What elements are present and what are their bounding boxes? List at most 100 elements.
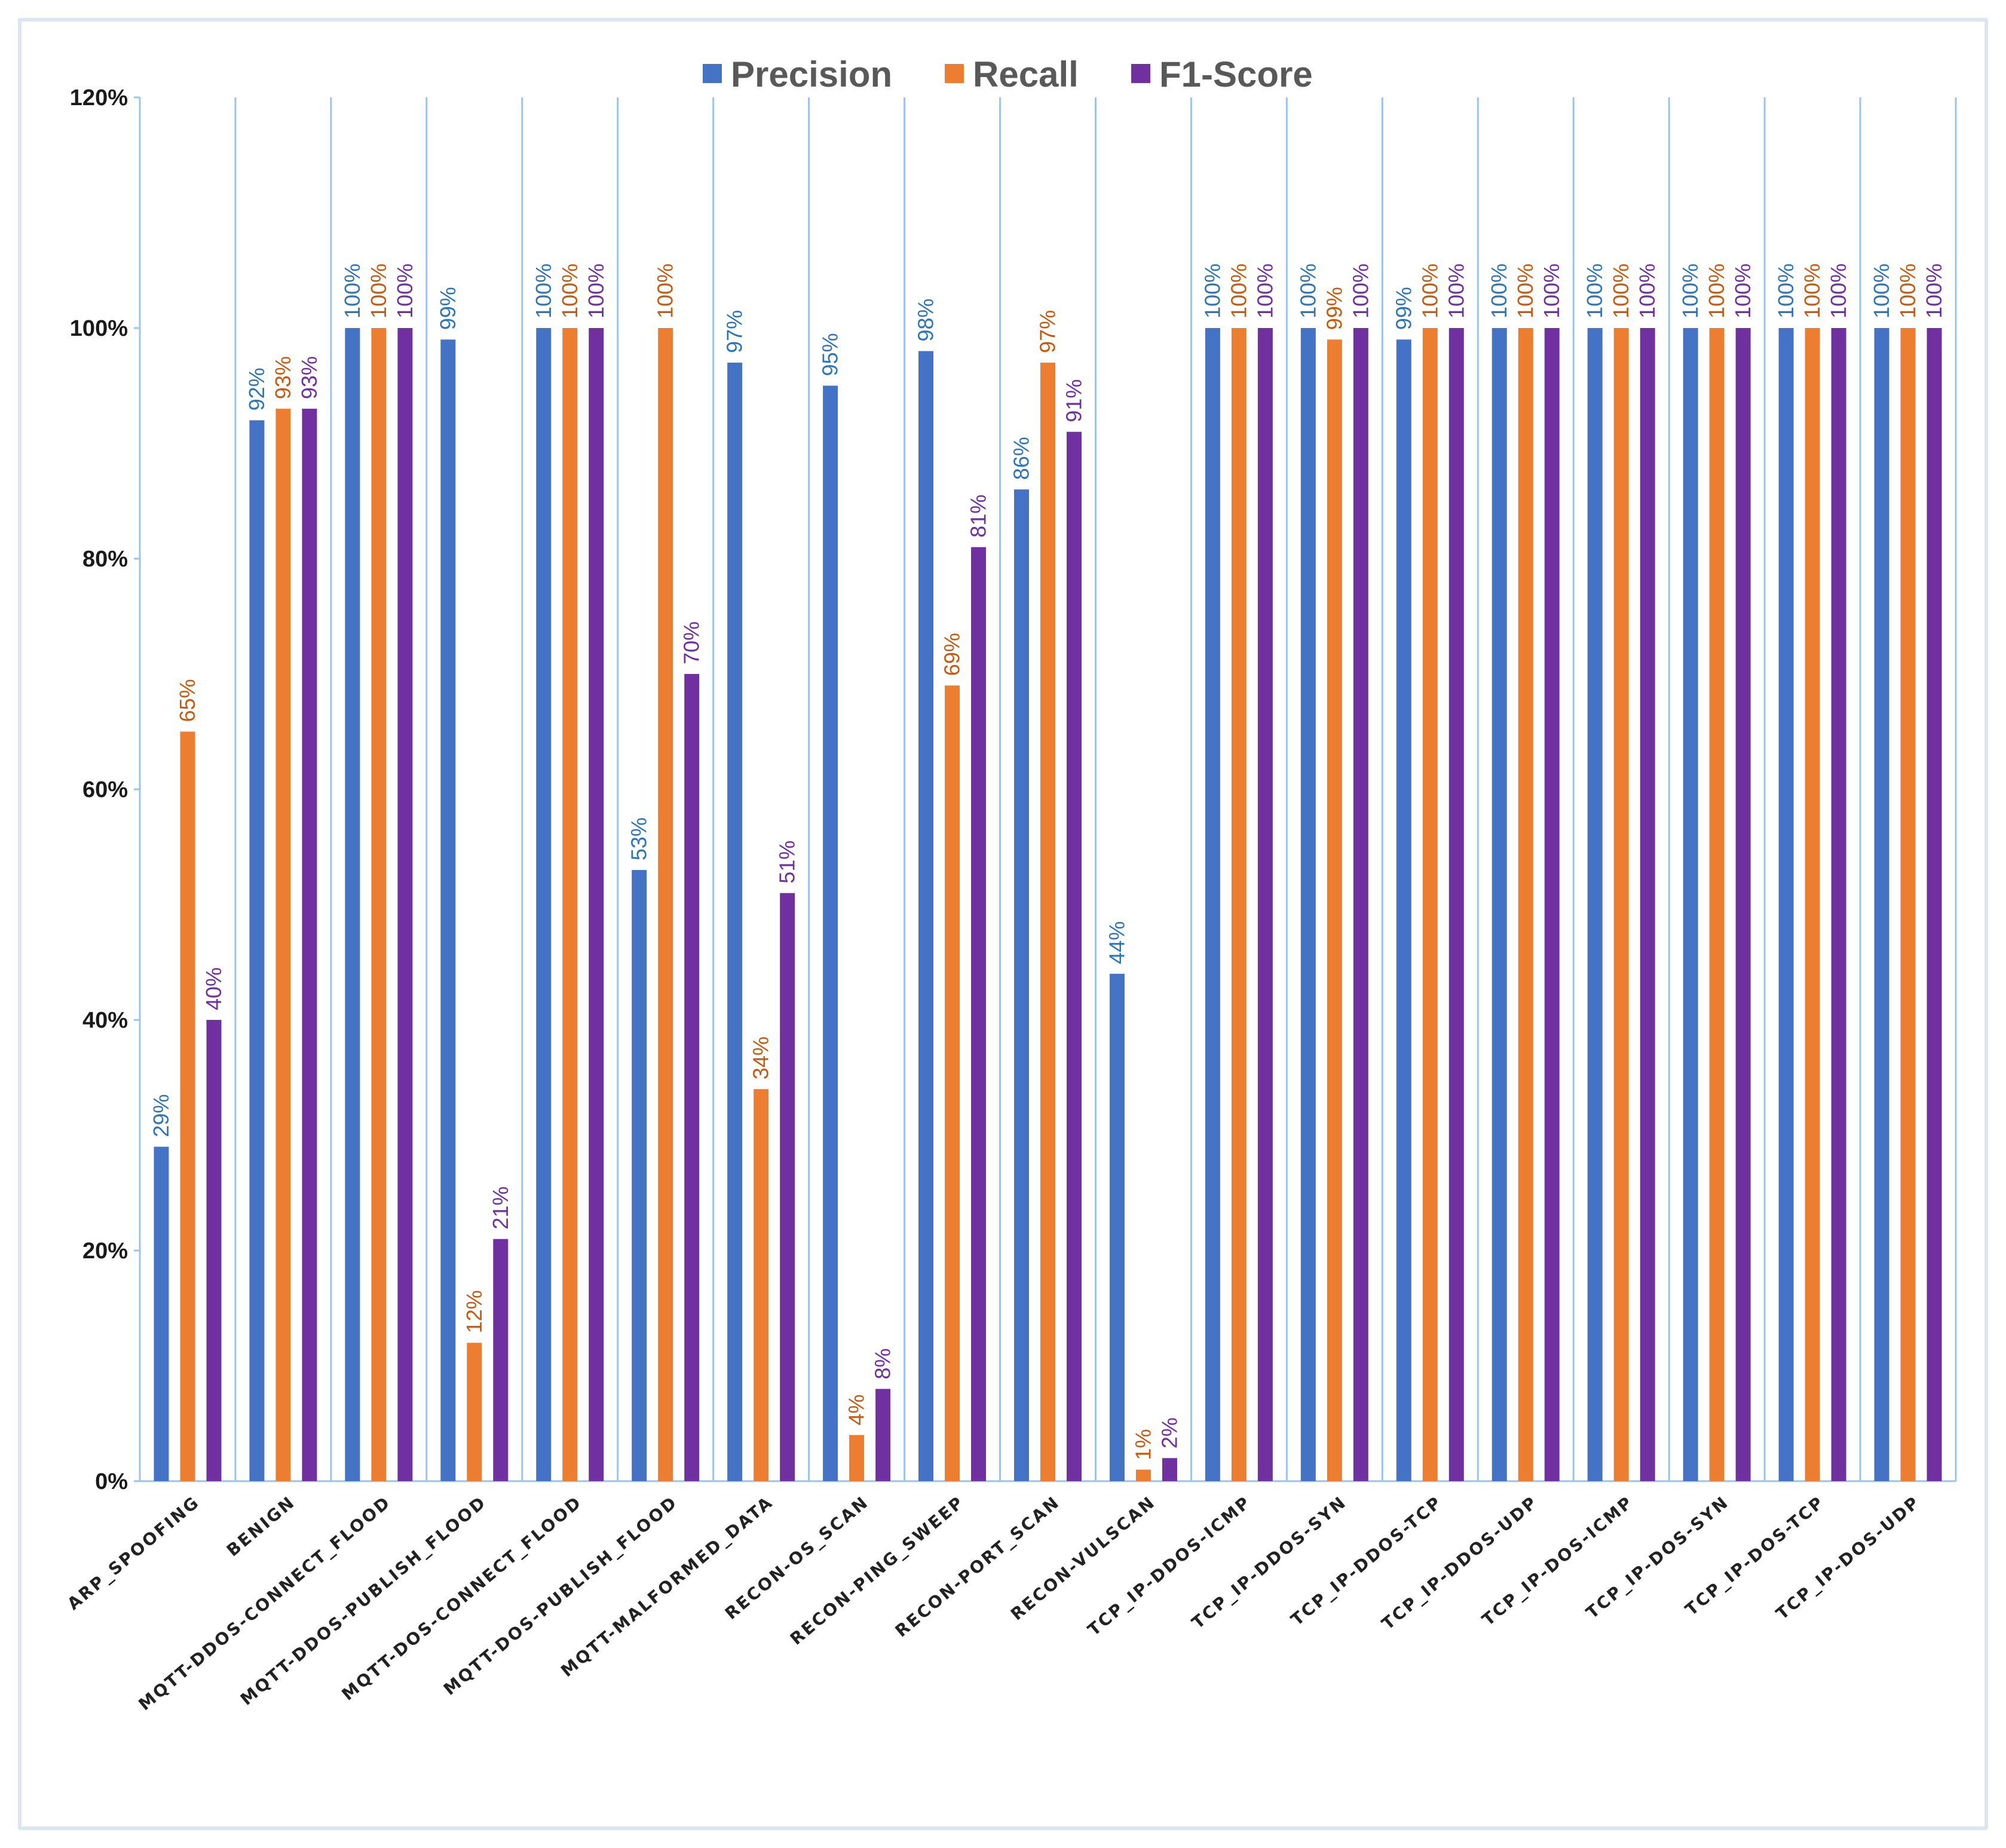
bar-recall-tcp-ip-dos-udp [1900,328,1916,1481]
y-tick-label: 20% [82,1239,128,1264]
data-label-precision-tcp-ip-ddos-icmp: 100% [1200,263,1224,318]
x-category-label: TCP_IP-DDOS-ICMP [1084,1492,1255,1639]
bar-precision-tcp-ip-ddos-syn [1300,328,1316,1481]
bar-recall-recon-os-scan [849,1435,865,1481]
bar-f1-score-mqtt-ddos-publish-flood [493,1239,509,1481]
data-label-f1-score-tcp-ip-dos-icmp: 100% [1635,263,1659,318]
data-label-f1-score-recon-port-scan: 91% [1062,379,1086,422]
data-label-precision-tcp-ip-dos-syn: 100% [1678,263,1702,318]
y-tick-label: 100% [70,316,128,341]
x-category-label: ARP_SPOOFING [63,1492,203,1614]
data-label-precision-mqtt-malformed-data: 97% [722,310,747,353]
bar-recall-recon-vulscan [1135,1469,1151,1481]
y-tick-label: 60% [82,777,128,802]
data-label-f1-score-tcp-ip-ddos-udp: 100% [1539,263,1564,318]
y-tick-label: 40% [82,1008,128,1033]
data-label-f1-score-tcp-ip-ddos-syn: 100% [1348,263,1373,318]
bar-recall-tcp-ip-ddos-udp [1518,328,1533,1481]
data-label-precision-mqtt-ddos-connect-flood: 100% [340,263,365,318]
x-category-label: TCP_IP-DDOS-SYN [1188,1492,1350,1633]
data-label-precision-tcp-ip-dos-udp: 100% [1869,263,1894,318]
bar-f1-score-tcp-ip-ddos-tcp [1448,328,1464,1481]
data-label-precision-tcp-ip-ddos-tcp: 99% [1391,287,1416,330]
bar-precision-tcp-ip-dos-syn [1683,328,1698,1481]
y-tick-label: 80% [82,547,128,572]
data-label-recall-tcp-ip-ddos-syn: 99% [1322,287,1346,330]
x-category-label: TCP_IP-DDOS-UDP [1378,1492,1542,1634]
data-label-f1-score-tcp-ip-dos-udp: 100% [1922,263,1946,318]
bar-f1-score-mqtt-ddos-connect-flood [397,328,413,1481]
data-label-precision-tcp-ip-ddos-udp: 100% [1487,263,1511,318]
legend-swatch-recall [945,64,964,83]
bar-precision-recon-ping-sweep [918,351,934,1481]
legend-label-recall: Recall [973,54,1079,94]
data-label-precision-tcp-ip-ddos-syn: 100% [1296,263,1320,318]
data-label-recall-tcp-ip-dos-icmp: 100% [1609,263,1633,318]
data-label-f1-score-mqtt-dos-connect-flood: 100% [584,263,608,318]
bar-recall-tcp-ip-dos-syn [1709,328,1725,1481]
bar-precision-mqtt-dos-publish-flood [632,870,647,1481]
bar-f1-score-tcp-ip-dos-syn [1735,328,1751,1481]
data-label-recall-tcp-ip-ddos-icmp: 100% [1226,263,1251,318]
bar-precision-recon-vulscan [1109,973,1125,1481]
bar-precision-mqtt-ddos-connect-flood [345,328,360,1481]
bar-f1-score-mqtt-dos-publish-flood [684,674,700,1481]
data-label-f1-score-tcp-ip-dos-syn: 100% [1731,263,1755,318]
bar-precision-tcp-ip-ddos-icmp [1205,328,1220,1481]
bar-recall-tcp-ip-dos-icmp [1613,328,1629,1481]
bar-precision-benign [249,420,265,1481]
bar-recall-benign [275,409,291,1481]
data-label-recall-recon-port-scan: 97% [1036,310,1060,353]
data-label-recall-recon-os-scan: 4% [844,1395,869,1426]
bar-recall-tcp-ip-dos-tcp [1805,328,1820,1481]
x-category-label: RECON-PING_SWEEP [786,1492,968,1649]
data-label-precision-arp-spoofing: 29% [149,1094,173,1137]
bar-recall-recon-ping-sweep [945,685,960,1481]
bar-f1-score-tcp-ip-dos-icmp [1640,328,1655,1481]
data-label-recall-tcp-ip-dos-syn: 100% [1704,263,1729,318]
legend-swatch-precision [703,64,722,83]
grid-lines [234,97,1957,1481]
legend: Precision Recall F1-Score [703,54,1313,94]
data-label-f1-score-recon-ping-sweep: 81% [966,495,991,538]
bar-precision-recon-port-scan [1014,489,1029,1482]
x-axis-categories: ARP_SPOOFING BENIGNMQTT-DDOS-CONNECT_FLOO… [63,1492,1924,1714]
data-label-precision-tcp-ip-dos-icmp: 100% [1582,263,1607,318]
data-label-f1-score-benign: 93% [297,356,321,399]
bar-f1-score-recon-ping-sweep [971,547,987,1482]
bar-precision-mqtt-dos-connect-flood [536,328,552,1481]
data-label-f1-score-arp-spoofing: 40% [201,967,226,1010]
bar-recall-recon-port-scan [1040,362,1055,1481]
data-label-f1-score-tcp-ip-ddos-icmp: 100% [1252,263,1277,318]
bar-recall-mqtt-ddos-publish-flood [467,1343,482,1481]
bar-recall-mqtt-ddos-connect-flood [371,328,387,1481]
bar-f1-score-tcp-ip-ddos-syn [1353,328,1368,1481]
data-label-recall-recon-ping-sweep: 69% [940,633,964,676]
bar-recall-arp-spoofing [180,731,195,1481]
bar-recall-tcp-ip-ddos-icmp [1231,328,1247,1481]
data-label-precision-mqtt-dos-connect-flood: 100% [531,263,556,318]
data-label-recall-tcp-ip-dos-udp: 100% [1895,263,1920,318]
data-label-f1-score-mqtt-ddos-publish-flood: 21% [488,1187,513,1230]
data-label-precision-mqtt-dos-publish-flood: 53% [627,817,651,860]
bar-f1-score-tcp-ip-ddos-icmp [1257,328,1273,1481]
bar-precision-tcp-ip-ddos-tcp [1396,339,1411,1481]
bar-recall-mqtt-dos-publish-flood [658,328,673,1481]
bar-recall-tcp-ip-ddos-tcp [1422,328,1438,1481]
data-label-recall-arp-spoofing: 65% [175,679,200,722]
data-label-recall-mqtt-malformed-data: 34% [749,1037,773,1080]
y-axis-ticks: 0% 20% 40% 60% 80% 100% 120% [70,85,140,1494]
bar-recall-mqtt-malformed-data [754,1089,769,1481]
data-label-recall-benign: 93% [271,356,295,399]
bar-precision-tcp-ip-ddos-udp [1492,328,1507,1481]
data-label-f1-score-mqtt-dos-publish-flood: 70% [679,621,704,664]
bar-precision-recon-os-scan [823,385,838,1481]
data-label-recall-mqtt-dos-connect-flood: 100% [558,263,582,318]
data-labels: 29%65%40%92% 93% 93%100% 100% 100% 99%12%21%1… [149,263,1946,1460]
data-label-precision-recon-ping-sweep: 98% [914,299,938,342]
data-label-f1-score-mqtt-malformed-data: 51% [775,841,800,884]
data-label-recall-mqtt-ddos-connect-flood: 100% [366,263,391,318]
data-label-precision-mqtt-ddos-publish-flood: 99% [436,287,460,330]
bar-f1-score-tcp-ip-dos-tcp [1831,328,1846,1481]
